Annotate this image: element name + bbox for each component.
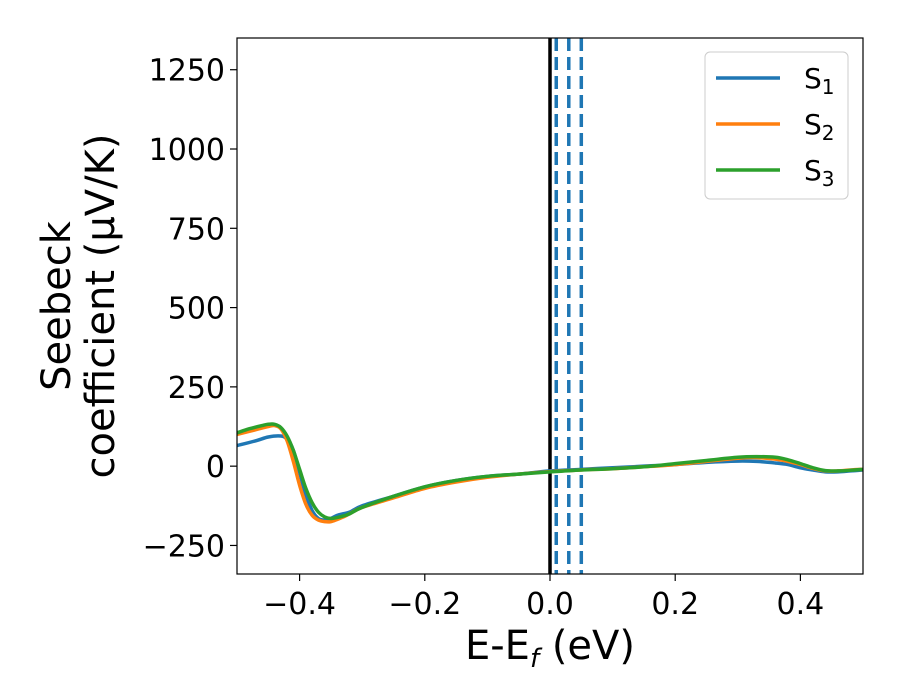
x-tick-label-2: 0.0 xyxy=(526,587,574,622)
y-tick-label-3: 500 xyxy=(168,292,225,327)
legend-label-subscript: 3 xyxy=(822,167,835,191)
x-axis-title: E-Ef (eV) xyxy=(465,623,635,674)
y-axis-title: Seebeck coefficient (μV/K) xyxy=(34,134,124,479)
legend-label-S1: S1 xyxy=(804,62,835,99)
y-tick-label-0: −250 xyxy=(143,529,225,564)
y-axis-title-line1: Seebeck xyxy=(34,220,80,391)
x-axis-title-unit: (eV) xyxy=(539,623,635,669)
legend-label-main: S xyxy=(804,154,822,187)
x-tick-label-4: 0.4 xyxy=(777,587,825,622)
legend-label-subscript: 2 xyxy=(822,121,835,145)
legend-label-S3: S3 xyxy=(804,154,835,191)
legend-label-S2: S2 xyxy=(804,108,835,145)
y-tick-label-2: 250 xyxy=(168,371,225,406)
x-axis-ticks: −0.4 −0.2 0.0 0.2 0.4 xyxy=(263,574,824,622)
legend-label-subscript: 1 xyxy=(822,75,835,99)
y-tick-label-5: 1000 xyxy=(149,133,225,168)
vertical-reference-lines xyxy=(548,38,584,574)
y-tick-label-6: 1250 xyxy=(149,54,225,89)
legend-label-main: S xyxy=(804,108,822,141)
x-tick-label-1: −0.2 xyxy=(388,587,461,622)
y-axis-ticks: −250 0 250 500 750 1000 1250 xyxy=(143,54,237,564)
y-tick-label-4: 750 xyxy=(168,212,225,247)
legend-label-main: S xyxy=(804,62,822,95)
x-tick-label-0: −0.4 xyxy=(263,587,336,622)
series-layer xyxy=(237,422,863,524)
y-axis-title-line2: coefficient (μV/K) xyxy=(78,134,124,479)
y-tick-label-1: 0 xyxy=(206,450,225,485)
x-axis-title-main: E-E xyxy=(465,623,530,669)
series-line-S3 xyxy=(237,422,863,521)
x-tick-label-3: 0.2 xyxy=(651,587,699,622)
